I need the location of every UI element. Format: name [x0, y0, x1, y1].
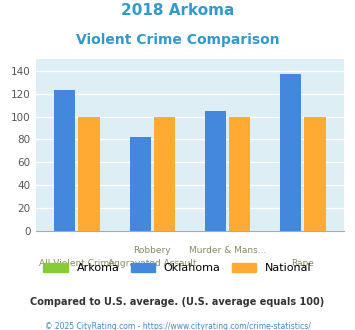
Text: © 2025 CityRating.com - https://www.cityrating.com/crime-statistics/: © 2025 CityRating.com - https://www.city…: [45, 322, 310, 330]
Bar: [54, 90, 75, 231]
Bar: [280, 74, 301, 231]
Text: All Violent Crime: All Violent Crime: [39, 259, 115, 268]
Text: Rape: Rape: [291, 259, 315, 268]
Bar: [130, 137, 151, 231]
Bar: [78, 116, 99, 231]
Text: 2018 Arkoma: 2018 Arkoma: [121, 3, 234, 18]
Bar: [229, 116, 250, 231]
Bar: [154, 116, 175, 231]
Legend: Arkoma, Oklahoma, National: Arkoma, Oklahoma, National: [43, 263, 312, 273]
Text: Robbery: Robbery: [133, 246, 171, 255]
Bar: [205, 111, 226, 231]
Text: Murder & Mans...: Murder & Mans...: [189, 246, 266, 255]
Bar: [305, 116, 326, 231]
Text: Violent Crime Comparison: Violent Crime Comparison: [76, 33, 279, 47]
Text: Aggravated Assault: Aggravated Assault: [108, 259, 197, 268]
Text: Compared to U.S. average. (U.S. average equals 100): Compared to U.S. average. (U.S. average …: [31, 297, 324, 307]
